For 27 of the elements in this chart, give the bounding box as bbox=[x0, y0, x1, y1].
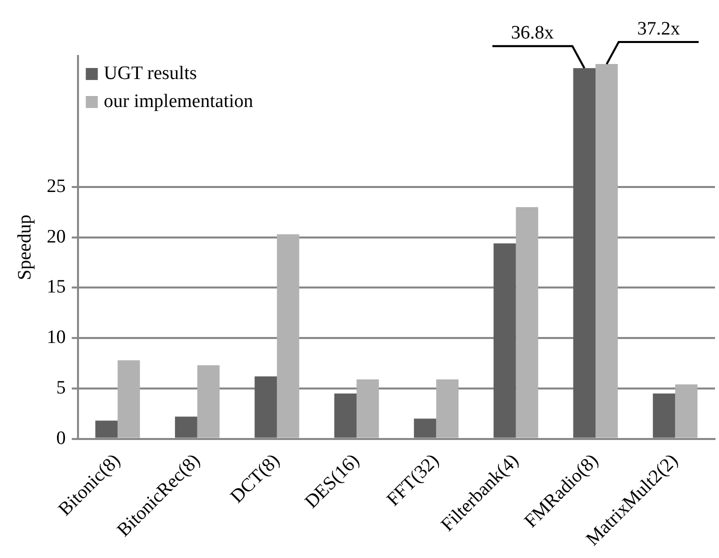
bar bbox=[436, 379, 459, 438]
bar bbox=[596, 64, 618, 438]
data-label: 36.8x bbox=[511, 22, 554, 44]
bar bbox=[197, 365, 220, 438]
bar bbox=[254, 376, 277, 438]
bar bbox=[118, 360, 140, 438]
legend-label: our implementation bbox=[104, 90, 254, 112]
bar bbox=[276, 234, 300, 438]
y-tick-label: 0 bbox=[56, 428, 66, 449]
data-label: 37.2x bbox=[637, 18, 681, 40]
bar bbox=[356, 379, 379, 438]
y-tick-label: 20 bbox=[46, 226, 66, 248]
y-tick-label: 5 bbox=[56, 377, 66, 398]
bar bbox=[494, 243, 516, 438]
bar bbox=[174, 416, 198, 438]
bar bbox=[675, 384, 698, 438]
legend-label: UGT results bbox=[104, 62, 197, 84]
y-tick-label: 10 bbox=[46, 327, 66, 348]
y-axis-title: Speedup bbox=[14, 214, 36, 280]
bar bbox=[414, 418, 436, 438]
y-tick-label: 25 bbox=[46, 176, 66, 197]
bar bbox=[95, 420, 118, 438]
bar bbox=[573, 68, 596, 438]
bar bbox=[652, 393, 676, 438]
bar bbox=[516, 207, 538, 438]
bar bbox=[334, 393, 357, 438]
y-tick-label: 15 bbox=[46, 276, 66, 298]
